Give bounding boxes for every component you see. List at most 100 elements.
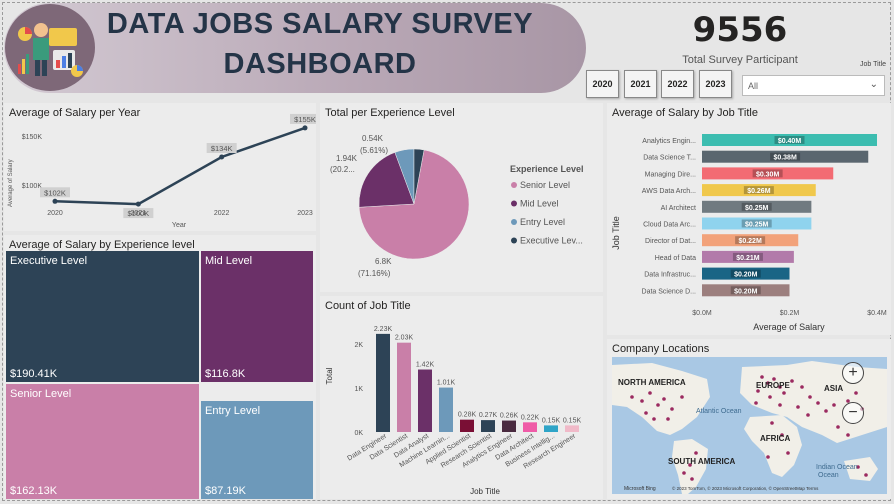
y-axis-title: Job Title — [611, 216, 621, 250]
y-tick-label: 2K — [354, 342, 363, 349]
bar — [702, 234, 799, 247]
zoom-in-button[interactable]: + — [842, 362, 864, 384]
data-label-bg — [741, 219, 772, 228]
logo — [5, 4, 95, 91]
zoom-out-button[interactable]: − — [842, 402, 864, 424]
location-marker — [666, 417, 670, 421]
location-marker — [652, 417, 656, 421]
bar — [702, 200, 812, 213]
y-tick-label: Data Science T... — [643, 155, 696, 162]
location-marker — [800, 385, 804, 389]
data-label-bg — [730, 269, 761, 278]
data-label-bg — [743, 186, 774, 195]
y-tick-label: Data Infrastruc... — [644, 272, 696, 279]
treemap-label: Executive Level — [10, 255, 88, 267]
y-tick-label: AI Architect — [661, 205, 696, 212]
bar — [565, 425, 579, 432]
data-label: $0.21M — [736, 255, 760, 262]
data-label: 1.42K — [416, 362, 435, 369]
location-marker — [824, 409, 828, 413]
salary-by-experience-panel: Average of Salary by Experience level Ex… — [4, 235, 316, 499]
legend-entry: Senior Level — [520, 180, 570, 190]
treemap-mid[interactable]: Mid Level $116.8K — [201, 251, 313, 382]
panel-title: Average of Salary by Experience level — [9, 239, 195, 251]
location-marker — [662, 397, 666, 401]
year-button-2023[interactable]: 2023 — [699, 70, 732, 98]
location-marker — [694, 451, 698, 455]
x-tick-label: 2022 — [214, 210, 230, 217]
bar — [702, 217, 812, 230]
x-tick-label: 2023 — [297, 210, 313, 217]
treemap-value: $190.41K — [10, 368, 58, 380]
data-label-bg — [730, 286, 761, 295]
pie-slice — [413, 148, 425, 205]
data-label: 0.27K — [479, 412, 498, 419]
chevron-down-icon: ⌄ — [869, 79, 878, 90]
job-title-dropdown[interactable]: All ⌄ — [742, 75, 885, 96]
location-marker — [806, 413, 810, 417]
participant-count: 9556 — [692, 10, 788, 50]
senior-pct-label: (71.16%) — [358, 269, 391, 278]
data-label-bg — [123, 208, 154, 219]
data-label: $0.25M — [745, 222, 769, 229]
treemap-executive[interactable]: Executive Level $190.41K — [6, 251, 199, 382]
company-locations-map[interactable]: NORTH AMERICA EUROPE ASIA AFRICA SOUTH A… — [612, 357, 887, 494]
data-label: $102K — [44, 188, 66, 197]
map-label-north-america: NORTH AMERICA — [618, 378, 686, 387]
location-marker — [856, 465, 860, 469]
location-marker — [796, 405, 800, 409]
map-label-atlantic: Atlantic Ocean — [696, 408, 742, 415]
senior-value-label: 6.8K — [375, 257, 392, 266]
data-label-bg — [752, 169, 783, 178]
x-tick-label: $0.2M — [780, 310, 800, 317]
year-button-2022[interactable]: 2022 — [661, 70, 694, 98]
treemap-label: Mid Level — [205, 255, 253, 267]
location-marker — [780, 433, 784, 437]
data-label: 0.22K — [521, 414, 540, 421]
entry-pct-label: (5.61%) — [360, 146, 388, 155]
location-marker — [766, 455, 770, 459]
data-label: $134K — [211, 144, 233, 153]
y-axis-title: Average of Salary — [8, 159, 14, 207]
location-marker — [756, 389, 760, 393]
experience-pie-chart: 0.54K (5.61%) 1.94K (20.2... 6.8K (71.16… — [330, 134, 584, 278]
location-marker — [786, 451, 790, 455]
x-axis-title: Year — [172, 222, 187, 229]
legend-title: Experience Level — [510, 164, 584, 174]
bar — [702, 167, 834, 180]
data-label-bg — [732, 252, 763, 261]
bar — [523, 422, 537, 432]
data-label-bg — [770, 152, 801, 161]
location-marker — [854, 391, 858, 395]
location-marker — [832, 403, 836, 407]
location-marker — [864, 473, 868, 477]
y-tick-label: Head of Data — [655, 255, 696, 262]
bar — [481, 420, 495, 432]
map-label-africa: AFRICA — [760, 434, 790, 443]
salary-per-year-panel: Average of Salary per Year Average of Sa… — [4, 103, 316, 231]
data-label: 0.15K — [563, 417, 582, 424]
treemap-senior[interactable]: Senior Level $162.13K — [6, 384, 199, 499]
y-tick-label: Managing Dire... — [645, 171, 696, 178]
x-axis-title: Job Title — [470, 487, 500, 496]
location-marker — [644, 411, 648, 415]
year-button-2021[interactable]: 2021 — [624, 70, 657, 98]
bar — [702, 284, 790, 297]
treemap-entry[interactable]: Entry Level $87.19K — [201, 401, 313, 499]
salary-by-title-chart: Job Title Average of Salary Analytics En… — [611, 134, 887, 332]
x-tick-label: 2021 — [131, 210, 147, 217]
location-marker — [680, 395, 684, 399]
line-point — [219, 154, 225, 160]
legend-entry: Executive Lev... — [520, 236, 583, 246]
year-button-2020[interactable]: 2020 — [586, 70, 619, 98]
data-label: $0.38M — [773, 155, 797, 162]
x-axis-title: Average of Salary — [753, 322, 825, 332]
bar — [702, 250, 794, 263]
job-title-filter-label: Job Title — [860, 61, 887, 68]
map-label-asia: ASIA — [824, 384, 843, 393]
location-marker — [816, 401, 820, 405]
entry-value-label: 0.54K — [362, 134, 384, 143]
bar — [702, 150, 869, 163]
x-tick-label: $0.0M — [692, 310, 712, 317]
